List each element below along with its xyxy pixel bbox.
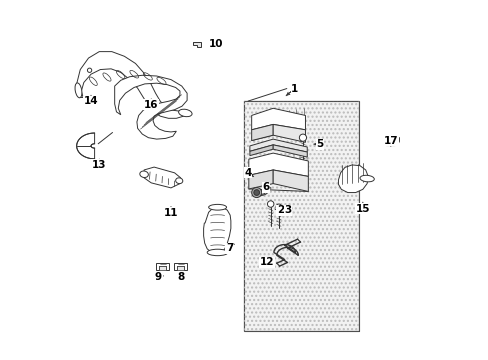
Text: 9: 9 xyxy=(155,272,162,282)
Text: 13: 13 xyxy=(92,160,106,170)
Ellipse shape xyxy=(388,138,393,143)
Polygon shape xyxy=(273,125,305,142)
Polygon shape xyxy=(76,51,185,118)
Ellipse shape xyxy=(359,175,373,182)
Ellipse shape xyxy=(207,249,227,256)
Polygon shape xyxy=(203,207,230,253)
Text: 5: 5 xyxy=(316,139,323,149)
Ellipse shape xyxy=(87,68,92,72)
Polygon shape xyxy=(174,263,187,270)
Text: 16: 16 xyxy=(144,100,158,110)
Ellipse shape xyxy=(299,134,306,141)
Polygon shape xyxy=(248,170,273,189)
Polygon shape xyxy=(384,136,399,145)
Polygon shape xyxy=(249,145,273,156)
Polygon shape xyxy=(115,75,187,139)
Bar xyxy=(244,101,359,330)
Ellipse shape xyxy=(255,189,267,195)
Bar xyxy=(244,101,359,330)
Polygon shape xyxy=(144,167,180,188)
Polygon shape xyxy=(273,145,306,157)
Polygon shape xyxy=(192,41,201,47)
Ellipse shape xyxy=(208,204,226,210)
Ellipse shape xyxy=(267,201,273,207)
Ellipse shape xyxy=(140,171,148,177)
Ellipse shape xyxy=(251,188,261,198)
Text: 17: 17 xyxy=(383,136,397,145)
Ellipse shape xyxy=(253,190,259,195)
Polygon shape xyxy=(248,153,308,176)
Text: 3: 3 xyxy=(284,206,291,216)
Text: 14: 14 xyxy=(83,96,98,106)
Polygon shape xyxy=(77,133,94,159)
Ellipse shape xyxy=(276,204,281,210)
Polygon shape xyxy=(249,139,306,152)
Polygon shape xyxy=(159,266,166,270)
Text: 15: 15 xyxy=(355,204,369,214)
Ellipse shape xyxy=(175,178,183,184)
Polygon shape xyxy=(251,125,273,140)
Text: 6: 6 xyxy=(262,182,269,192)
Polygon shape xyxy=(338,165,367,193)
Text: 7: 7 xyxy=(225,243,233,253)
Polygon shape xyxy=(177,266,184,270)
Text: 10: 10 xyxy=(208,39,223,49)
Ellipse shape xyxy=(257,191,265,194)
Polygon shape xyxy=(251,108,305,130)
Polygon shape xyxy=(273,170,308,192)
Text: 1: 1 xyxy=(290,84,298,94)
Text: 12: 12 xyxy=(259,257,273,267)
Text: 11: 11 xyxy=(163,208,178,218)
Ellipse shape xyxy=(178,109,192,117)
Text: 4: 4 xyxy=(244,168,251,178)
Text: 2: 2 xyxy=(276,206,284,216)
Text: 8: 8 xyxy=(177,272,184,282)
Ellipse shape xyxy=(75,83,81,98)
Polygon shape xyxy=(156,263,169,270)
